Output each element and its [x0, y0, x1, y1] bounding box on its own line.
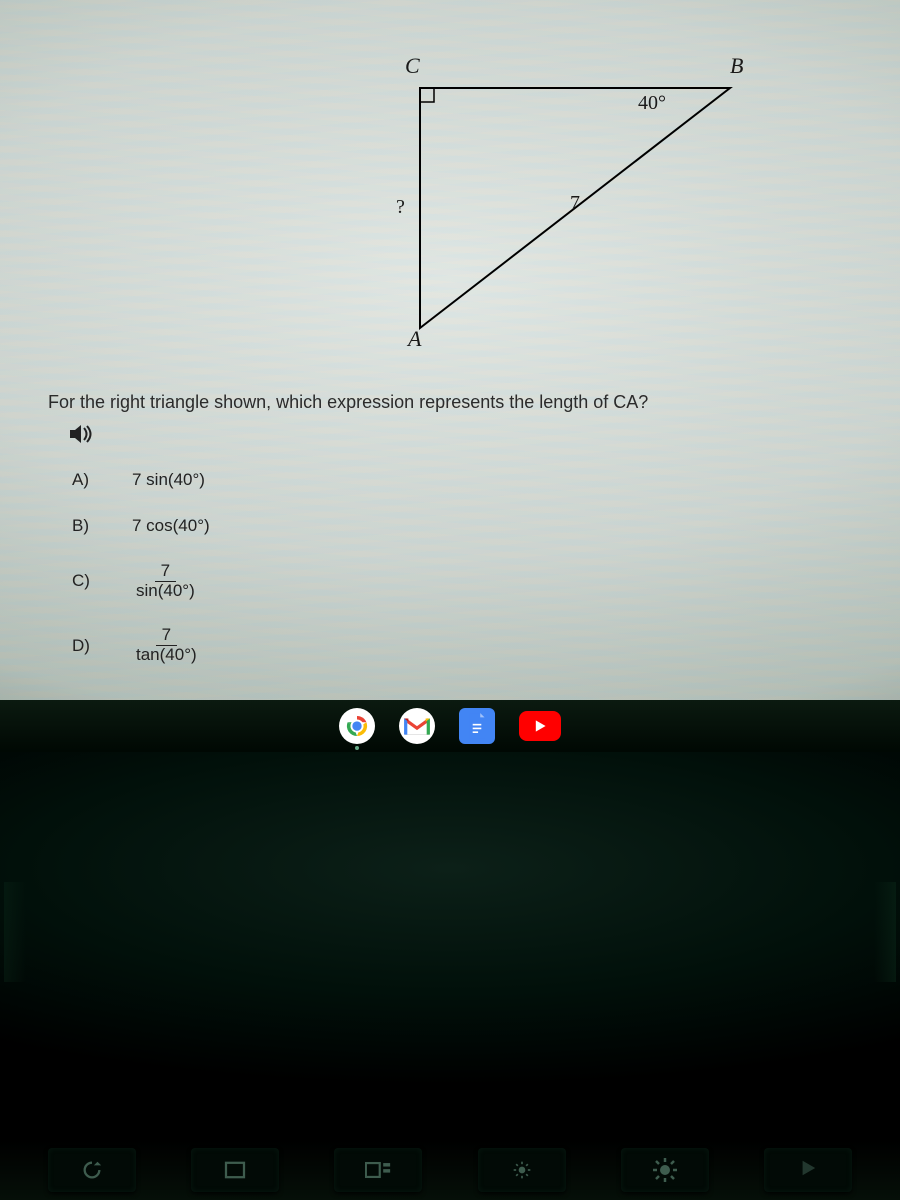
brightness-down-key[interactable]: [478, 1148, 566, 1192]
chrome-icon: [342, 711, 372, 741]
laptop-body: [0, 752, 900, 1140]
vertex-a-label: A: [408, 326, 421, 352]
chrome-app-icon[interactable]: [339, 708, 375, 744]
play-icon: [799, 1159, 817, 1182]
keyboard-top-row: [0, 1140, 900, 1200]
vertex-c-label: C: [405, 53, 420, 79]
docs-icon: [466, 712, 488, 740]
choice-d[interactable]: D) 7 tan(40°): [72, 626, 210, 664]
overview-icon: [365, 1161, 391, 1179]
gmail-app-icon[interactable]: [399, 708, 435, 744]
triangle-diagram: C B A 40° 7 ?: [390, 68, 770, 368]
gmail-icon: [403, 715, 431, 737]
choice-c[interactable]: C) 7 sin(40°): [72, 562, 210, 600]
fullscreen-key[interactable]: [191, 1148, 279, 1192]
angle-b-label: 40°: [638, 92, 666, 115]
keyboard-edge-right: [874, 882, 896, 982]
chromeos-shelf: [0, 700, 900, 752]
choice-a[interactable]: A) 7 sin(40°): [72, 470, 210, 490]
brightness-up-icon: [653, 1158, 677, 1182]
choice-b[interactable]: B) 7 cos(40°): [72, 516, 210, 536]
brightness-down-icon: [512, 1160, 532, 1180]
brightness-up-key[interactable]: [621, 1148, 709, 1192]
hypotenuse-label: 7: [570, 192, 580, 215]
choice-letter: B): [72, 516, 132, 536]
fraction-denominator: tan(40°): [132, 646, 201, 665]
refresh-icon: [81, 1159, 103, 1181]
answer-choices: A) 7 sin(40°) B) 7 cos(40°) C) 7 sin(40°…: [72, 470, 210, 665]
choice-expression-fraction: 7 tan(40°): [132, 626, 201, 664]
choice-expression: 7 cos(40°): [132, 516, 210, 536]
fraction-numerator: 7: [156, 626, 177, 646]
youtube-app-icon[interactable]: [519, 711, 561, 741]
choice-letter: A): [72, 470, 132, 490]
play-audio-button[interactable]: [68, 424, 96, 444]
vertex-b-label: B: [730, 53, 743, 79]
question-text: For the right triangle shown, which expr…: [48, 392, 648, 413]
app-active-indicator: [355, 746, 359, 750]
right-angle-marker: [420, 88, 434, 102]
choice-expression: 7 sin(40°): [132, 470, 205, 490]
overview-key[interactable]: [334, 1148, 422, 1192]
play-key[interactable]: [764, 1148, 852, 1192]
youtube-icon: [533, 719, 547, 733]
unknown-side-label: ?: [396, 196, 405, 219]
fraction-denominator: sin(40°): [132, 582, 199, 601]
refresh-key[interactable]: [48, 1148, 136, 1192]
fraction-numerator: 7: [155, 562, 176, 582]
fullscreen-icon: [224, 1161, 246, 1179]
choice-letter: C): [72, 571, 132, 591]
docs-app-icon[interactable]: [459, 708, 495, 744]
choice-expression-fraction: 7 sin(40°): [132, 562, 199, 600]
choice-letter: D): [72, 636, 132, 656]
quiz-screen: C B A 40° 7 ? For the right triangle sho…: [0, 0, 900, 700]
speaker-icon: [68, 424, 96, 444]
triangle-svg: [390, 68, 770, 368]
keyboard-edge-left: [4, 882, 26, 982]
